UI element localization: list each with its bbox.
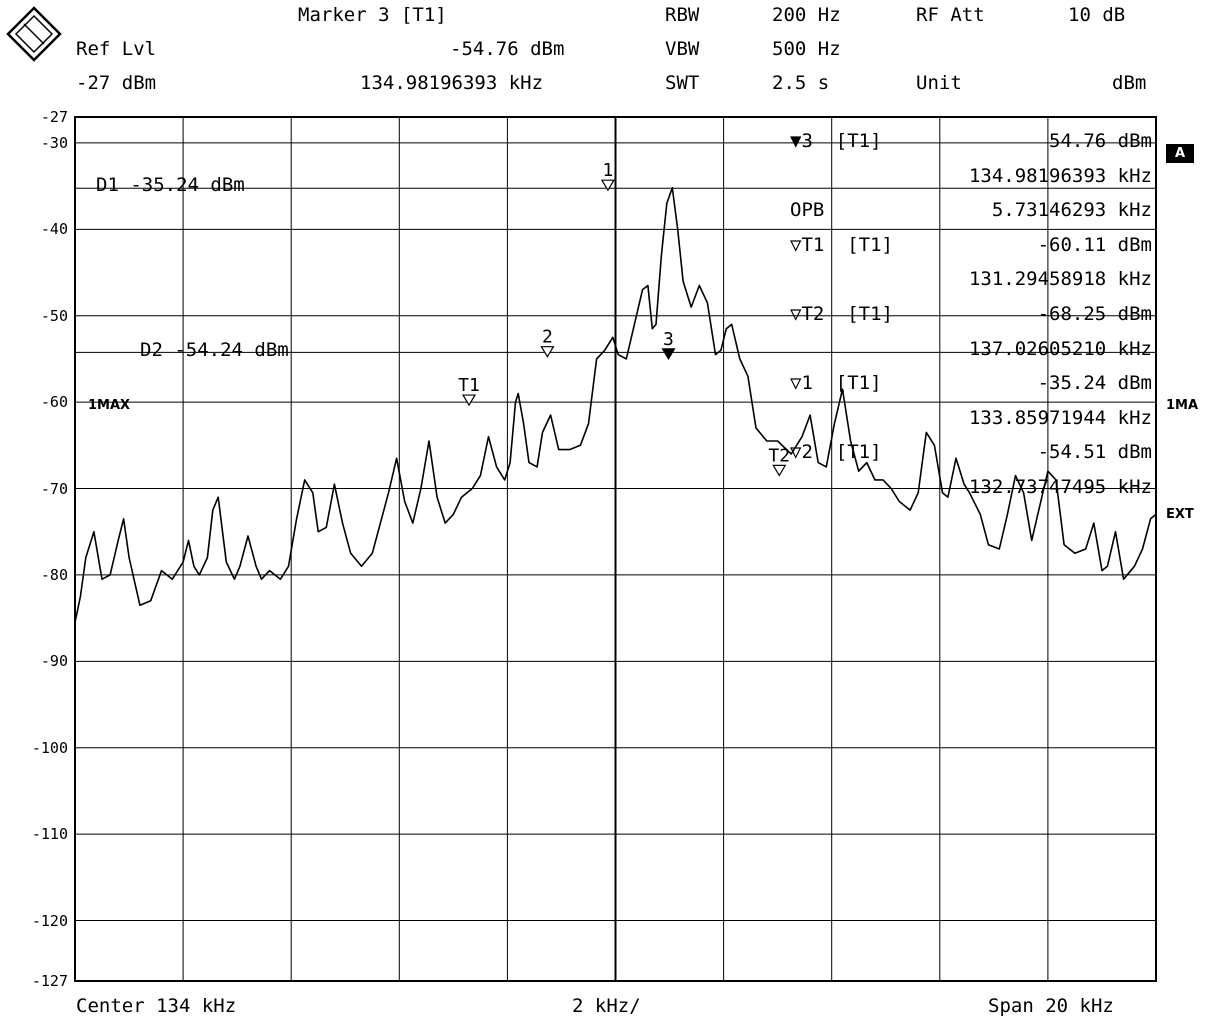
frequency-per-division: 2 kHz/: [572, 995, 641, 1017]
marker-table-label: ▽T1 [T1]: [790, 233, 893, 256]
marker-triangle: [600, 179, 615, 192]
plot-grid: [74, 116, 1157, 982]
swt-value: 2.5 s: [772, 72, 830, 94]
swt-label: SWT: [665, 72, 700, 94]
marker-table-value: -54.51 dBm: [1037, 441, 1152, 464]
y-tick-label: -27: [40, 108, 68, 126]
marker-label: T2: [768, 445, 790, 466]
span: Span 20 kHz: [988, 995, 1114, 1017]
marker-label: T1: [458, 375, 480, 396]
d1-label: D1 -35.24 dBm: [96, 174, 245, 196]
marker-table-value: 134.98196393 kHz: [968, 164, 1152, 187]
y-tick-label: -110: [31, 825, 68, 844]
marker-table-label: ▼3 [T1]: [790, 130, 882, 152]
y-tick-label: -127: [31, 972, 68, 990]
marker-table-value: 5.73146293 kHz: [991, 199, 1152, 222]
marker-table-value: 132.73747495 kHz: [968, 476, 1152, 498]
y-tick-label: -30: [40, 133, 68, 152]
y-tick-label: -40: [40, 220, 68, 239]
marker-title: Marker 3 [T1]: [298, 4, 447, 26]
vbw-label: VBW: [665, 38, 700, 60]
marker-table-label: ▽2 [T1]: [790, 441, 882, 464]
marker-table-value: -35.24 dBm: [1037, 372, 1152, 395]
marker-triangle: [661, 348, 676, 361]
marker-table-value: -60.11 dBm: [1037, 233, 1152, 256]
marker-label: 1: [603, 160, 614, 181]
marker-label: 3: [663, 329, 674, 350]
ext-reference-label: EXT: [1166, 507, 1194, 522]
trace-line: [74, 187, 1157, 623]
marker-table-label: ▽T2 [T1]: [790, 303, 893, 325]
marker-triangle: [772, 464, 787, 477]
rohde-schwarz-logo: [6, 6, 62, 62]
marker-table-value: 137.02605210 kHz: [968, 337, 1152, 360]
rbw-label: RBW: [665, 4, 700, 26]
marker-triangle: [461, 394, 477, 407]
trace-mode-left: 1MAX: [88, 398, 131, 413]
marker-label: 2: [542, 327, 553, 348]
marker-table-label: ▽1 [T1]: [790, 372, 882, 395]
d2-label: D2 -54.24 dBm: [140, 339, 289, 361]
marker-level: -54.76 dBm: [450, 38, 565, 60]
y-tick-label: -60: [40, 393, 68, 412]
spectrum-trace: [74, 187, 1157, 623]
ref-level-label: Ref Lvl: [76, 38, 157, 60]
y-tick-label: -90: [40, 652, 68, 671]
rbw-value: 200 Hz: [772, 4, 841, 26]
y-tick-label: -80: [40, 565, 68, 584]
unit-value: dBm: [1112, 72, 1147, 94]
vbw-value: 500 Hz: [772, 38, 841, 60]
y-tick-label: -100: [31, 738, 68, 757]
y-tick-label: -120: [31, 911, 68, 930]
center-frequency: Center 134 kHz: [76, 995, 237, 1017]
marker-table-value: 131.29458918 kHz: [968, 268, 1152, 291]
marker-table-value: 54.76 dBm: [1049, 130, 1152, 152]
trace-mode-right: 1MA: [1166, 398, 1199, 413]
y-tick-label: -70: [40, 479, 68, 498]
marker-table-value: 133.85971944 kHz: [968, 406, 1152, 429]
marker-table-value: -68.25 dBm: [1037, 303, 1152, 325]
y-tick-label: -50: [40, 306, 68, 325]
rf-att-value: 10 dB: [1068, 4, 1126, 26]
rf-att-label: RF Att: [916, 4, 985, 26]
marker-frequency: 134.98196393 kHz: [360, 72, 544, 94]
display-lines: [75, 187, 1156, 353]
ref-level-value: -27 dBm: [76, 72, 157, 94]
marker-triangle: [540, 346, 555, 358]
trace-markers: 1 2 3 T1 T2: [458, 160, 790, 477]
trace-a-badge: A: [1166, 144, 1195, 163]
unit-label: Unit: [916, 72, 962, 94]
marker-table-label: OPB: [790, 199, 825, 222]
